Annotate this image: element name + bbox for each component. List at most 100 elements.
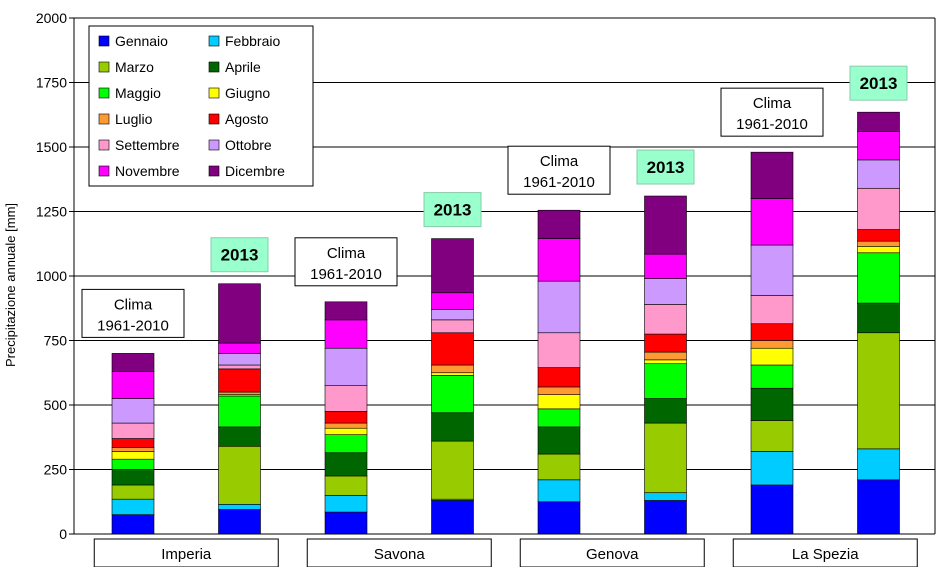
bar-segment-settembre: [324, 385, 368, 412]
region-label-savona: Savona: [374, 546, 426, 563]
y-tick-label: 1500: [36, 139, 67, 155]
bar-segment-gennaio: [431, 500, 474, 535]
bar-segment-luglio: [324, 422, 368, 429]
bar-segment-dicembre: [324, 301, 368, 321]
bar-segment-dicembre: [857, 111, 900, 132]
bar-segment-febbraio: [644, 492, 687, 501]
legend-label-agosto: Agosto: [225, 111, 269, 127]
bar-segment-febbraio: [218, 504, 261, 510]
bar-segment-maggio: [537, 408, 581, 428]
bar-segment-settembre: [644, 304, 687, 335]
year-label-box: [210, 237, 269, 273]
bar-segment-giugno: [644, 359, 687, 365]
y-tick-label: 1000: [36, 268, 67, 284]
bar-segment-gennaio: [218, 509, 261, 535]
bar-segment-novembre: [324, 319, 368, 349]
bar-segment-dicembre: [644, 195, 687, 255]
bar-segment-giugno: [324, 427, 368, 435]
bar-segment-marzo: [644, 422, 687, 494]
legend-swatch: [208, 139, 220, 151]
bar-segment-febbraio: [324, 494, 368, 513]
year-label: 2013: [860, 74, 898, 93]
bar-segment-maggio: [111, 458, 155, 470]
bar-segment-dicembre: [750, 151, 794, 199]
bar-segment-febbraio: [537, 479, 581, 503]
bar-segment-gennaio: [324, 511, 368, 535]
clima-label-box: [720, 87, 824, 137]
bar-segment-aprile: [324, 452, 368, 477]
clima-label-line: 1961-2010: [736, 116, 808, 133]
bar-segment-novembre: [431, 292, 474, 310]
bar-segment-giugno: [750, 347, 794, 366]
legend-label-luglio: Luglio: [115, 111, 153, 127]
bar-segment-marzo: [431, 440, 474, 500]
region-box: [306, 538, 492, 567]
clima-label-line: Clima: [540, 153, 579, 170]
clima-label-line: 1961-2010: [97, 317, 169, 334]
bar-segment-gennaio: [111, 514, 155, 535]
region-label-la-spezia: La Spezia: [792, 546, 859, 563]
bar-segment-agosto: [857, 229, 900, 242]
bar-segment-maggio: [857, 252, 900, 304]
bar-segment-agosto: [111, 438, 155, 448]
clima-label-box: [81, 288, 185, 338]
y-tick-label: 2000: [36, 10, 67, 26]
legend-swatch: [98, 165, 110, 177]
y-axis-label: Precipitazione annuale [mm]: [3, 203, 18, 367]
bar-segment-maggio: [750, 364, 794, 389]
bar-segment-luglio: [644, 351, 687, 361]
region-label-genova: Genova: [586, 546, 639, 563]
bar-segment-settembre: [431, 319, 474, 334]
clima-label-line: 1961-2010: [523, 174, 595, 191]
bar-segment-febbraio: [857, 448, 900, 481]
bar-segment-ottobre: [111, 398, 155, 424]
year-label-box: [636, 149, 695, 185]
bar-segment-marzo: [111, 484, 155, 500]
year-label-box: [849, 65, 908, 101]
legend-box: [88, 25, 314, 187]
bar-segment-marzo: [218, 445, 261, 505]
y-tick-label: 750: [44, 333, 68, 349]
bar-segment-novembre: [750, 198, 794, 246]
y-tick-label: 1750: [36, 75, 67, 91]
bar-segment-luglio: [431, 364, 474, 374]
legend-swatch: [208, 165, 220, 177]
legend-label-novembre: Novembre: [115, 163, 180, 179]
bar-segment-dicembre: [218, 283, 261, 344]
bar-segment-gennaio: [857, 479, 900, 535]
legend-swatch: [208, 113, 220, 125]
bar-segment-maggio: [218, 395, 261, 428]
legend-label-dicembre: Dicembre: [225, 163, 285, 179]
legend-label-ottobre: Ottobre: [225, 137, 272, 153]
bar-segment-giugno: [111, 451, 155, 460]
bar-segment-aprile: [218, 426, 261, 447]
region-labels: Imperia Savona Genova La Spezia: [93, 538, 918, 567]
bar-segment-gennaio: [750, 484, 794, 535]
bar-segment-agosto: [644, 333, 687, 353]
legend-swatch: [208, 61, 220, 73]
legend-label-marzo: Marzo: [115, 59, 154, 75]
legend-swatch: [98, 35, 110, 47]
region-box: [93, 538, 279, 567]
legend-label-settembre: Settembre: [115, 137, 180, 153]
bar-segment-marzo: [324, 475, 368, 496]
bar-segment-luglio: [111, 447, 155, 452]
bar-segment-maggio: [431, 375, 474, 414]
year-label-box: [423, 192, 482, 228]
bar-segment-settembre: [218, 364, 261, 370]
bar-segment-giugno: [857, 246, 900, 254]
legend-swatch: [98, 87, 110, 99]
bar-segment-ottobre: [218, 353, 261, 366]
region-label-imperia: Imperia: [161, 546, 212, 563]
y-tick-label: 1250: [36, 204, 67, 220]
bar-segment-novembre: [857, 131, 900, 161]
legend-swatch: [208, 87, 220, 99]
bar-segment-gennaio: [644, 500, 687, 535]
bar-segment-febbraio: [111, 498, 155, 515]
bar-segment-giugno: [537, 394, 581, 410]
y-tick-label: 0: [59, 526, 67, 542]
bar-segment-ottobre: [644, 278, 687, 305]
legend-swatch: [98, 113, 110, 125]
bar-segment-ottobre: [857, 159, 900, 189]
